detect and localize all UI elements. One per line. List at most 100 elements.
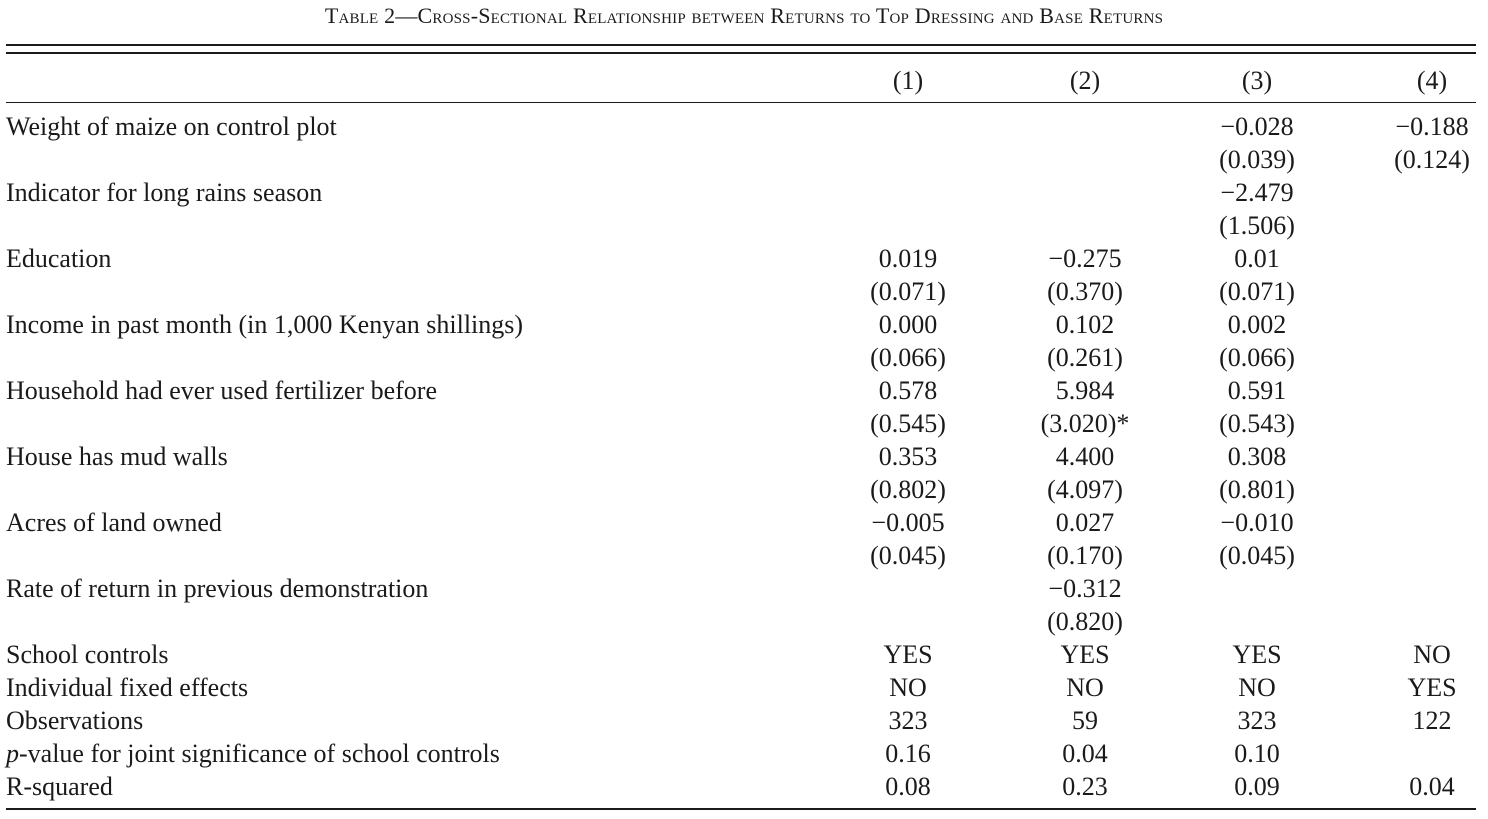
- column-header-2: (2): [1069, 66, 1101, 95]
- summary-cell: 0.23: [1062, 772, 1108, 801]
- coefficient-cell: −0.010: [1220, 508, 1294, 537]
- table-row: Income in past month (in 1,000 Kenyan sh…: [0, 308, 1488, 341]
- table-row-se: (1.506): [0, 209, 1488, 242]
- coefficient-cell: 5.984: [1055, 376, 1115, 405]
- coefficient-cell: 0.019: [878, 244, 938, 273]
- standard-error-cell: (0.261): [1047, 343, 1123, 372]
- table-row-se: (0.820): [0, 605, 1488, 638]
- summary-cell: 0.04: [1409, 772, 1455, 801]
- column-header-4: (4): [1416, 66, 1448, 95]
- coefficient-cell: −0.005: [871, 508, 945, 537]
- standard-error-cell: (0.039): [1219, 145, 1295, 174]
- coefficient-cell: 0.591: [1227, 376, 1287, 405]
- summary-row: Observations 323 59 323 122: [0, 704, 1488, 737]
- summary-label: Observations: [6, 706, 144, 735]
- header-rule: [6, 102, 1476, 103]
- summary-cell: NO: [1413, 640, 1451, 669]
- summary-cell: YES: [883, 640, 933, 669]
- coefficient-cell: 0.002: [1227, 310, 1287, 339]
- column-header-3: (3): [1241, 66, 1273, 95]
- table-row: Education 0.019 −0.275 0.01: [0, 242, 1488, 275]
- coefficient-cell: −0.312: [1048, 574, 1122, 603]
- coefficient-cell: 0.027: [1055, 508, 1115, 537]
- summary-label-text: -value for joint significance of school …: [19, 739, 500, 768]
- summary-row: Individual fixed effects NO NO NO YES: [0, 671, 1488, 704]
- column-header-row: (1) (2) (3) (4): [0, 64, 1488, 97]
- standard-error-cell: (3.020)*: [1040, 409, 1130, 438]
- coefficient-cell: 0.578: [878, 376, 938, 405]
- top-rule-2: [6, 52, 1476, 54]
- summary-row: p-value for joint significance of school…: [0, 737, 1488, 770]
- row-label: Rate of return in previous demonstration: [6, 574, 429, 603]
- standard-error-cell: (0.124): [1394, 145, 1470, 174]
- summary-cell: 0.08: [885, 772, 931, 801]
- table-row: Weight of maize on control plot −0.028 −0.…: [0, 110, 1488, 143]
- standard-error-cell: (0.170): [1047, 541, 1123, 570]
- table-row-se: (0.066) (0.261) (0.066): [0, 341, 1488, 374]
- summary-cell: 0.09: [1234, 772, 1280, 801]
- table-row: House has mud walls 0.353 4.400 0.308: [0, 440, 1488, 473]
- summary-label-italic: p: [6, 739, 19, 768]
- summary-cell: 323: [1237, 706, 1277, 735]
- table-row-se: (0.071) (0.370) (0.071): [0, 275, 1488, 308]
- table-row: Rate of return in previous demonstration…: [0, 572, 1488, 605]
- summary-row: R-squared 0.08 0.23 0.09 0.04: [0, 770, 1488, 803]
- summary-cell: YES: [1232, 640, 1282, 669]
- standard-error-cell: (0.545): [870, 409, 946, 438]
- standard-error-cell: (4.097): [1047, 475, 1123, 504]
- summary-label: Individual fixed effects: [6, 673, 249, 702]
- summary-cell: YES: [1060, 640, 1110, 669]
- row-label: Acres of land owned: [6, 508, 222, 537]
- row-label: Weight of maize on control plot: [6, 112, 337, 141]
- coefficient-cell: 4.400: [1055, 442, 1115, 471]
- top-rule-1: [6, 44, 1476, 46]
- standard-error-cell: (0.802): [870, 475, 946, 504]
- coefficient-cell: −0.028: [1220, 112, 1294, 141]
- row-label: House has mud walls: [6, 442, 228, 471]
- summary-cell: 0.10: [1234, 739, 1280, 768]
- standard-error-cell: (0.045): [870, 541, 946, 570]
- summary-cell: 122: [1412, 706, 1452, 735]
- summary-cell: 323: [888, 706, 928, 735]
- summary-cell: 0.04: [1062, 739, 1108, 768]
- summary-cell: 0.16: [885, 739, 931, 768]
- standard-error-cell: (0.071): [870, 277, 946, 306]
- coefficient-cell: 0.000: [878, 310, 938, 339]
- table-row: Indicator for long rains season −2.479: [0, 176, 1488, 209]
- table-row-se: (0.545) (3.020)* (0.543): [0, 407, 1488, 440]
- standard-error-cell: (0.045): [1219, 541, 1295, 570]
- row-label: Indicator for long rains season: [6, 178, 323, 207]
- summary-cell: 59: [1072, 706, 1098, 735]
- coefficient-cell: 0.102: [1055, 310, 1115, 339]
- bottom-rule: [6, 808, 1476, 810]
- summary-cell: NO: [889, 673, 927, 702]
- standard-error-cell: (0.066): [870, 343, 946, 372]
- coefficient-cell: 0.308: [1227, 442, 1287, 471]
- standard-error-cell: (0.066): [1219, 343, 1295, 372]
- standard-error-cell: (0.370): [1047, 277, 1123, 306]
- coefficient-cell: 0.01: [1234, 244, 1280, 273]
- standard-error-cell: (0.071): [1219, 277, 1295, 306]
- standard-error-cell: (0.543): [1219, 409, 1295, 438]
- summary-label: School controls: [6, 640, 169, 669]
- table-row-se: (0.045) (0.170) (0.045): [0, 539, 1488, 572]
- summary-label: R-squared: [6, 772, 113, 801]
- summary-cell: NO: [1066, 673, 1104, 702]
- table-row-se: (0.802) (4.097) (0.801): [0, 473, 1488, 506]
- column-header-1: (1): [892, 66, 924, 95]
- coefficient-cell: −2.479: [1220, 178, 1294, 207]
- coefficient-cell: −0.188: [1395, 112, 1469, 141]
- table-title: Table 2—Cross-Sectional Relationship bet…: [324, 3, 1164, 28]
- row-label: Education: [6, 244, 112, 273]
- summary-cell: YES: [1407, 673, 1457, 702]
- standard-error-cell: (0.820): [1047, 607, 1123, 636]
- table-row: Household had ever used fertilizer befor…: [0, 374, 1488, 407]
- coefficient-cell: 0.353: [878, 442, 938, 471]
- table-row-se: (0.039) (0.124): [0, 143, 1488, 176]
- coefficient-cell: −0.275: [1048, 244, 1122, 273]
- row-label: Household had ever used fertilizer befor…: [6, 376, 437, 405]
- table-row: Acres of land owned −0.005 0.027 −0.010: [0, 506, 1488, 539]
- standard-error-cell: (1.506): [1219, 211, 1295, 240]
- row-label: Income in past month (in 1,000 Kenyan sh…: [6, 310, 524, 339]
